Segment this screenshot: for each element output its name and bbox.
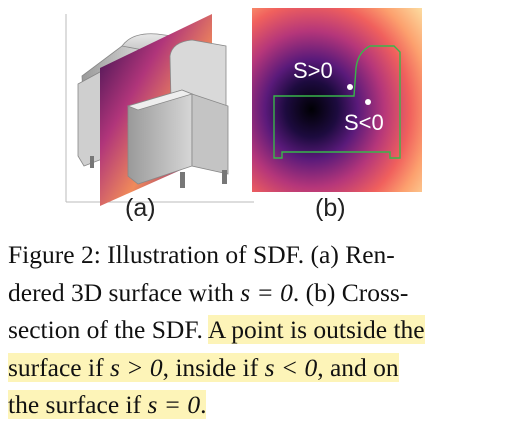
caption-line-2: dered 3D surface with s = 0. (b) Cross- [8, 274, 500, 312]
point-inside [365, 99, 371, 105]
subfigure-label-a: (a) [125, 194, 156, 222]
math-expression: s = 0 [147, 390, 201, 419]
caption-text: . (b) Cross- [292, 277, 409, 307]
caption-line-3: section of the SDF. A point is outside t… [8, 311, 500, 349]
panel-b-cross-section [252, 8, 422, 192]
caption-line-1: Figure 2: Illustration of SDF. (a) Ren- [8, 240, 395, 269]
math-expression: s > 0 [109, 352, 163, 382]
math-expression: s = 0 [240, 277, 293, 307]
caption-text: dered 3D surface with [8, 277, 241, 307]
math-expression: s < 0 [264, 352, 318, 382]
caption-text: the surface if [8, 390, 148, 419]
caption-line-4: surface if s > 0, inside if s < 0, and o… [8, 349, 500, 387]
figure: S>0 S<0 (a) (b) [65, 8, 422, 222]
annotation-s-negative: S<0 [344, 110, 384, 135]
zero-contour [273, 45, 401, 159]
annotation-s-positive: S>0 [293, 58, 333, 83]
subfigure-label-b: (b) [315, 194, 346, 222]
highlighted-text: A point is outside the [207, 315, 425, 344]
sdf-heatmap [252, 8, 422, 192]
chair-leg-right [222, 170, 227, 184]
figure-caption: Figure 2: Illustration of SDF. (a) Ren- … [8, 236, 500, 424]
caption-text: . [200, 390, 207, 419]
highlighted-text: the surface if s = 0. [8, 390, 207, 419]
highlighted-text: surface if s > 0, inside if s < 0, and o… [8, 352, 399, 382]
caption-line-5: the surface if s = 0. [8, 386, 500, 424]
panel-a-render [65, 14, 254, 206]
caption-text: , and on [317, 352, 399, 382]
caption-text: section of the SDF. [8, 315, 208, 344]
caption-text: surface if [8, 352, 110, 382]
chair-front-base [191, 93, 229, 175]
point-outside [347, 84, 353, 90]
caption-text: , inside if [162, 352, 265, 382]
chair-leg-front [180, 172, 185, 188]
chair-leg-left [90, 156, 94, 168]
